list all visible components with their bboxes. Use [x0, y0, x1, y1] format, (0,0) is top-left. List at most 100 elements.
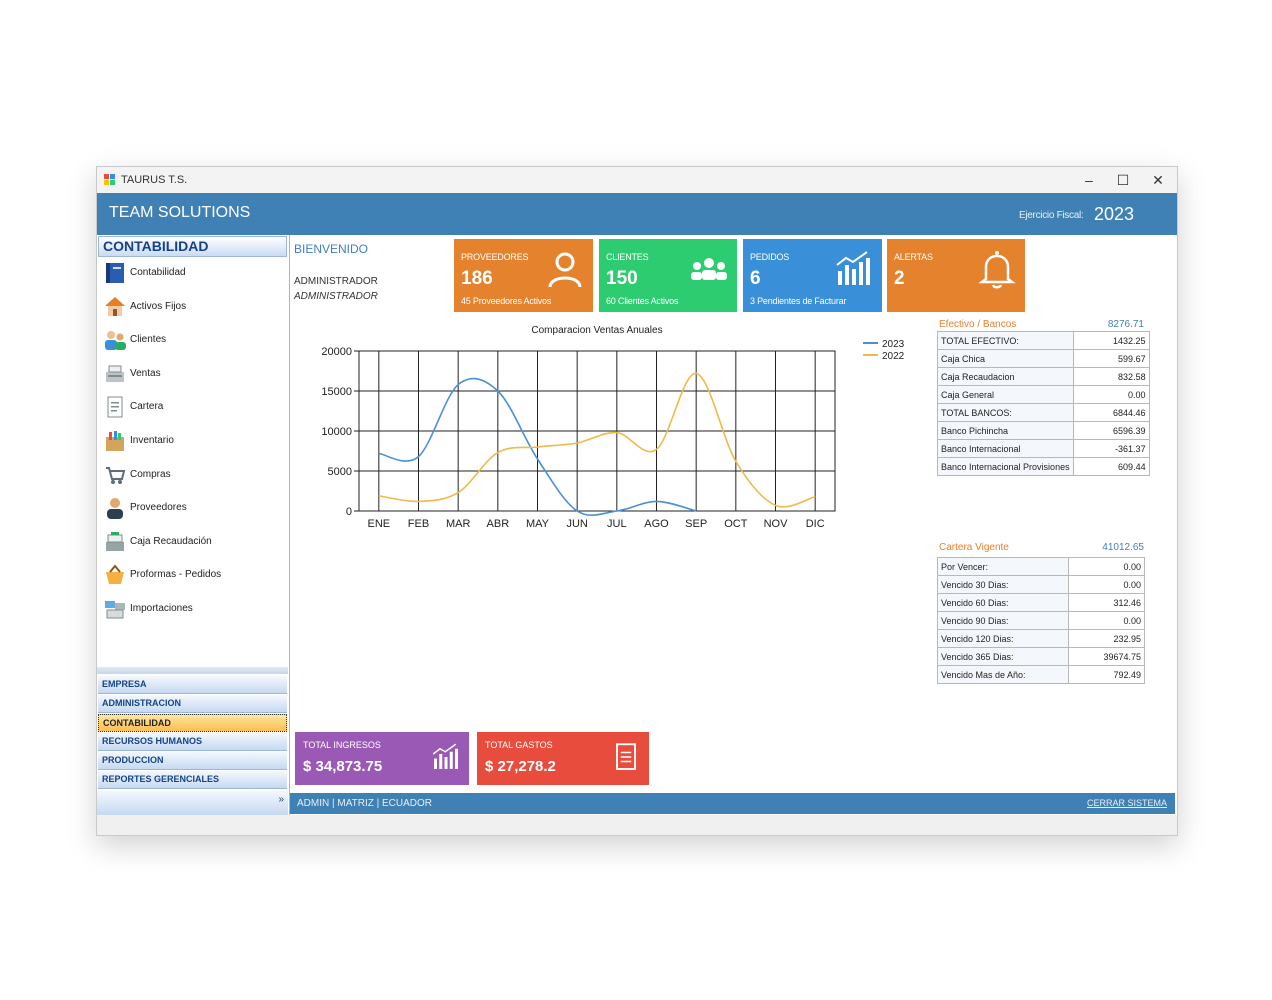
- logout-link[interactable]: CERRAR SISTEMA: [1086, 798, 1167, 808]
- document-icon: [107, 396, 123, 418]
- minimize-button[interactable]: –: [1085, 172, 1093, 188]
- stack-icon: [105, 601, 125, 619]
- sidebar-item-6[interactable]: Inventario: [101, 427, 281, 455]
- box-icon: [106, 431, 124, 451]
- sidebar-item-3[interactable]: Clientes: [101, 326, 281, 354]
- nav-button-4[interactable]: RECURSOS HUMANOS: [98, 733, 287, 751]
- series-line-2022: [378, 372, 816, 508]
- sidebar-item-2[interactable]: Activos Fijos: [101, 293, 281, 321]
- table-row: Caja Recaudacion 832.58: [937, 367, 1150, 386]
- cartera-title: Cartera Vigente: [939, 542, 1009, 553]
- cash-register-icon: [106, 365, 124, 382]
- fiscal-year-value[interactable]: 2023: [1094, 204, 1135, 224]
- row-label: TOTAL BANCOS:: [937, 403, 1074, 422]
- document-icon: [616, 743, 636, 770]
- row-value: 832.58: [1072, 367, 1150, 386]
- sidebar-item-label: Activos Fijos: [130, 300, 187, 312]
- cartera-table: Por Vencer: 0.00 Vencido 30 Dias: 0.00 Venci…: [937, 557, 1145, 684]
- row-value: 232.95: [1068, 629, 1145, 648]
- nav-button-5[interactable]: PRODUCCION: [98, 752, 287, 770]
- efectivo-total: 8276.71: [1107, 319, 1144, 330]
- total-card-2[interactable]: TOTAL GASTOS $ 27,278.2: [477, 732, 649, 785]
- sidebar-item-label: Proformas - Pedidos: [130, 569, 222, 581]
- x-tick-label-12: DIC: [806, 518, 825, 530]
- sidebar-item-1[interactable]: Contabilidad: [101, 259, 281, 287]
- row-label: Vencido Mas de Año:: [937, 665, 1069, 684]
- welcome-user: ADMINISTRADOR: [294, 276, 378, 287]
- sidebar-item-5[interactable]: Cartera: [101, 393, 281, 421]
- window-title: TAURUS T.S.: [121, 174, 188, 186]
- sidebar-item-11[interactable]: Importaciones: [101, 595, 281, 623]
- row-label: TOTAL EFECTIVO:: [937, 331, 1074, 350]
- y-tick-label-3: 10000: [321, 426, 352, 438]
- card-value: 150: [606, 268, 638, 289]
- sidebar-item-9[interactable]: Caja Recaudación: [101, 528, 281, 556]
- row-label: Caja Recaudacion: [937, 367, 1074, 386]
- bottom-strip: [97, 815, 1177, 835]
- table-row: Vencido 365 Dias: 39674.75: [937, 647, 1145, 666]
- sidebar-item-10[interactable]: Proformas - Pedidos: [101, 561, 281, 589]
- sidebar-item-label: Caja Recaudación: [130, 535, 212, 547]
- nav-button-2[interactable]: ADMINISTRACION: [98, 695, 287, 713]
- table-row: Vencido Mas de Año: 792.49: [937, 665, 1145, 684]
- card-title: CLIENTES: [606, 252, 649, 262]
- nav-button-3[interactable]: CONTABILIDAD: [98, 714, 287, 732]
- person-icon: [107, 498, 123, 520]
- row-label: Por Vencer:: [937, 557, 1069, 576]
- table-row: Por Vencer: 0.00: [937, 557, 1145, 576]
- nav-button-1[interactable]: EMPRESA: [98, 676, 287, 694]
- row-label: Vencido 60 Dias:: [937, 593, 1069, 612]
- sidebar-item-label: Clientes: [130, 334, 167, 346]
- sidebar-item-label: Importaciones: [130, 603, 193, 614]
- sidebar-section-title: CONTABILIDAD: [98, 236, 287, 257]
- sidebar-item-8[interactable]: Proveedores: [101, 494, 281, 522]
- row-label: Caja Chica: [937, 349, 1074, 368]
- row-value: 1432.25: [1072, 331, 1150, 350]
- stat-card-4[interactable]: ALERTAS 2: [887, 239, 1025, 312]
- basket-icon: [106, 564, 124, 585]
- sidebar-item-label: Inventario: [130, 435, 174, 446]
- nav-button-6[interactable]: REPORTES GERENCIALES: [98, 771, 287, 789]
- bar-chart-icon: [432, 743, 458, 769]
- sidebar-item-label: Proveedores: [130, 502, 187, 514]
- stat-card-3[interactable]: PEDIDOS 6 3 Pendientes de Facturar: [743, 239, 882, 312]
- row-value: 0.00: [1068, 575, 1145, 594]
- x-tick-label-7: JUL: [607, 518, 627, 530]
- total-card-1[interactable]: TOTAL INGRESOS $ 34,873.75: [295, 732, 469, 785]
- row-label: Vencido 30 Dias:: [937, 575, 1069, 594]
- cartera-total: 41012.65: [1102, 542, 1144, 553]
- row-value: 0.00: [1068, 557, 1145, 576]
- cart-icon: [106, 466, 126, 484]
- stat-card-1[interactable]: PROVEEDORES 186 45 Proveedores Activos: [454, 239, 593, 312]
- title-bar: TAURUS T.S. – ☐ ✕: [97, 167, 1177, 193]
- card-value: 186: [461, 268, 493, 289]
- row-label: Vencido 120 Dias:: [937, 629, 1069, 648]
- x-tick-label-11: NOV: [764, 518, 789, 530]
- card-subtitle: 3 Pendientes de Facturar: [750, 296, 847, 306]
- sidebar-item-label: Contabilidad: [130, 267, 186, 278]
- row-label: Caja General: [937, 385, 1074, 404]
- chevron-double-icon[interactable]: »: [278, 794, 284, 805]
- x-tick-label-8: AGO: [644, 518, 669, 530]
- y-tick-label-1: 0: [346, 506, 352, 518]
- maximize-button[interactable]: ☐: [1116, 172, 1130, 188]
- row-value: 39674.75: [1068, 647, 1145, 666]
- status-bar: ADMIN | MATRIZ | ECUADOR CERRAR SISTEMA: [290, 793, 1175, 814]
- book-icon: [106, 263, 124, 283]
- sidebar-item-4[interactable]: Ventas: [101, 360, 281, 388]
- y-tick-label-2: 5000: [328, 466, 352, 478]
- nav-splitter[interactable]: [97, 667, 288, 674]
- nav-options-bar[interactable]: »: [97, 791, 288, 815]
- group-icon: [691, 258, 727, 280]
- sidebar-item-7[interactable]: Compras: [101, 461, 281, 489]
- table-row: TOTAL EFECTIVO: 1432.25: [937, 331, 1150, 350]
- bell-icon: [978, 251, 1016, 289]
- status-text: ADMIN | MATRIZ | ECUADOR: [297, 798, 433, 809]
- x-tick-label-6: JUN: [566, 518, 587, 530]
- fiscal-year-label: Ejercicio Fiscal:: [1019, 210, 1084, 221]
- close-button[interactable]: ✕: [1152, 172, 1164, 188]
- stat-card-2[interactable]: CLIENTES 150 60 Clientes Activos: [599, 239, 737, 312]
- x-tick-label-5: MAY: [526, 518, 550, 530]
- row-label: Banco Internacional Provisiones: [937, 457, 1074, 476]
- x-tick-label-2: FEB: [408, 518, 429, 530]
